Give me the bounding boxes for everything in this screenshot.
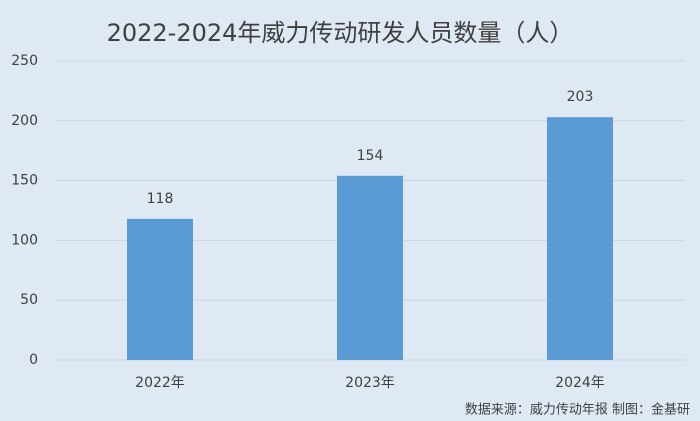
chart-title: 2022-2024年威力传动研发人员数量（人） [107, 19, 574, 47]
y-tick-label: 50 [20, 292, 38, 308]
bar [547, 117, 613, 360]
y-tick-label: 150 [11, 173, 38, 189]
y-tick-label: 200 [11, 113, 38, 129]
x-tick-label: 2022年 [135, 375, 185, 391]
y-tick-label: 0 [29, 352, 38, 368]
bar [337, 175, 403, 360]
y-tick-label: 100 [11, 232, 38, 248]
x-tick-label: 2023年 [345, 375, 395, 391]
data-label: 203 [567, 89, 594, 105]
x-tick-label: 2024年 [555, 375, 605, 391]
source-note: 数据来源：威力传动年报 制图：金基研 [465, 402, 690, 418]
bar [127, 218, 193, 360]
data-label: 118 [147, 191, 174, 207]
y-tick-label: 250 [11, 53, 38, 69]
data-label: 154 [357, 148, 384, 164]
